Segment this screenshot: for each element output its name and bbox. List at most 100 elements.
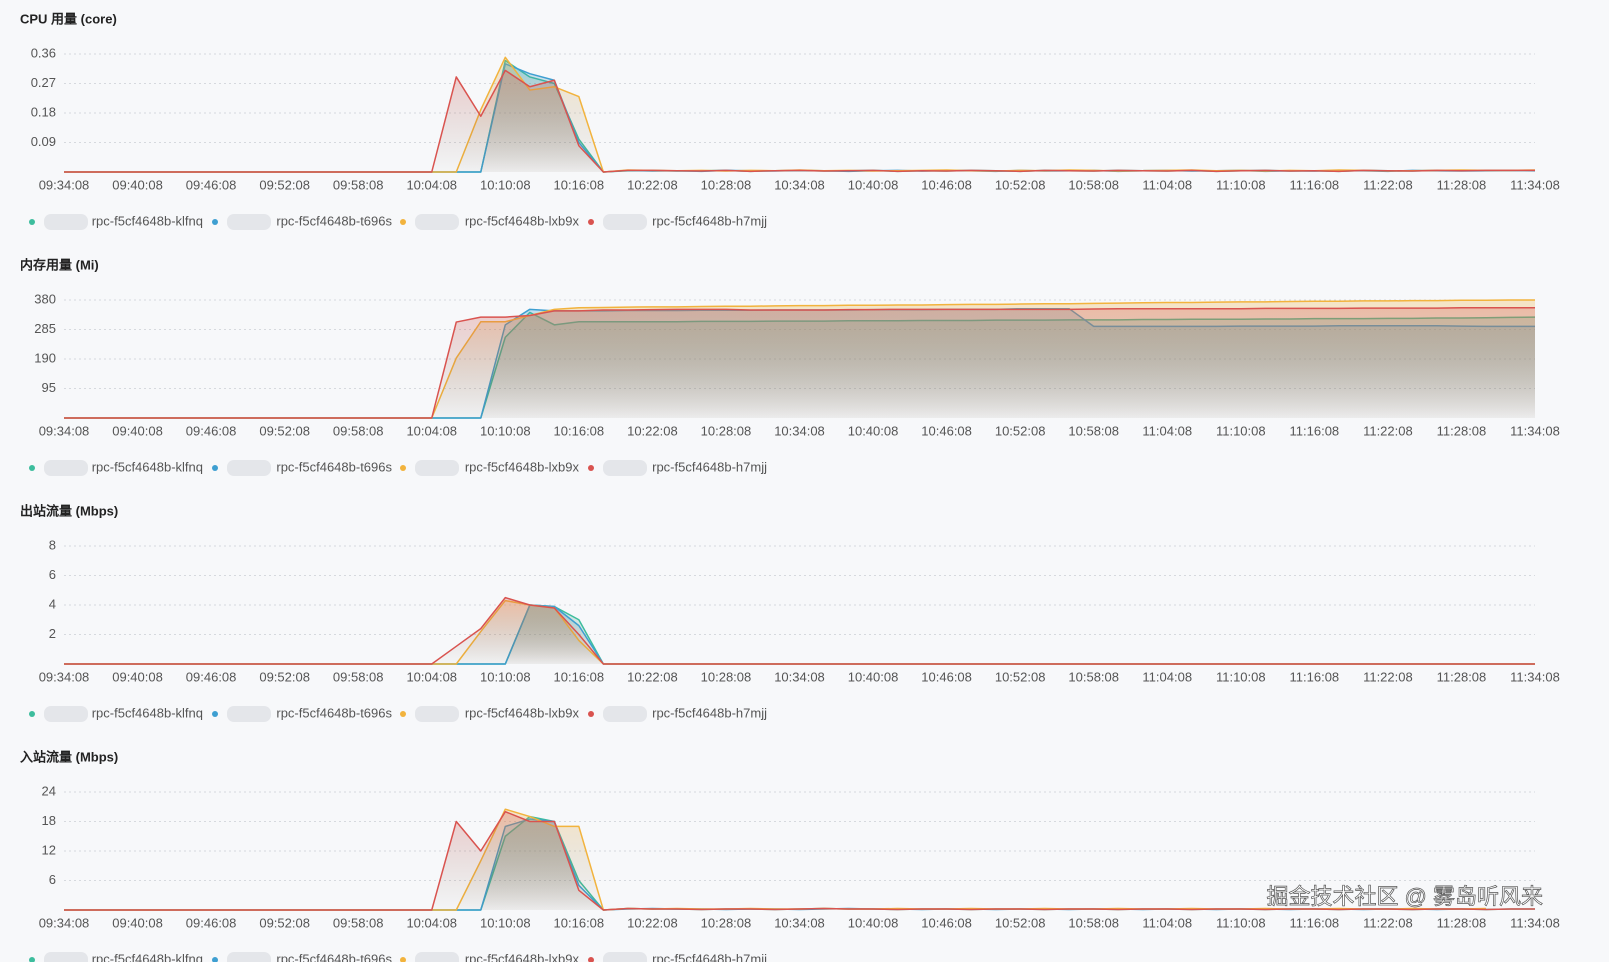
x-tick-label: 10:46:08 (921, 423, 972, 438)
legend-label: rpc-f5cf4648b-lxb9x (465, 459, 580, 474)
x-tick-label: 09:34:08 (39, 423, 90, 438)
watermark: 掘金技术社区 @ 雾岛听风来 (1266, 884, 1543, 909)
x-tick-label: 10:28:08 (701, 915, 752, 930)
x-tick-label: 10:28:08 (701, 423, 752, 438)
y-tick-label: 0.09 (31, 134, 56, 149)
x-tick-label: 09:52:08 (259, 423, 310, 438)
legend-label: rpc-f5cf4648b-t696s (276, 213, 392, 228)
x-tick-label: 11:10:08 (1216, 915, 1266, 930)
legend-redaction (603, 460, 647, 476)
x-tick-label: 11:04:08 (1142, 177, 1192, 192)
legend-dot (29, 465, 35, 471)
y-tick-label: 4 (49, 596, 56, 611)
legend-label: rpc-f5cf4648b-t696s (276, 459, 392, 474)
x-tick-label: 10:16:08 (554, 177, 605, 192)
x-tick-label: 11:28:08 (1437, 915, 1487, 930)
legend-redaction (603, 706, 647, 722)
x-tick-label: 11:28:08 (1437, 177, 1487, 192)
legend-dot (588, 957, 594, 962)
series-area (64, 600, 1535, 664)
x-tick-label: 11:22:08 (1363, 669, 1413, 684)
x-tick-label: 10:58:08 (1068, 915, 1119, 930)
y-tick-label: 0.27 (31, 75, 56, 90)
chart-title: 内存用量 (Mi) (20, 257, 99, 272)
legend-redaction (44, 214, 88, 230)
x-tick-label: 09:52:08 (259, 669, 310, 684)
y-tick-label: 8 (49, 537, 56, 552)
x-tick-label: 11:22:08 (1363, 423, 1413, 438)
x-tick-label: 10:16:08 (554, 915, 605, 930)
x-tick-label: 10:52:08 (995, 915, 1046, 930)
x-tick-label: 10:34:08 (774, 915, 825, 930)
legend-redaction (227, 952, 271, 962)
legend-dot (588, 465, 594, 471)
x-tick-label: 10:52:08 (995, 423, 1046, 438)
x-tick-label: 11:10:08 (1216, 669, 1266, 684)
x-tick-label: 11:34:08 (1510, 669, 1560, 684)
x-tick-label: 10:22:08 (627, 669, 678, 684)
x-tick-label: 10:40:08 (848, 423, 899, 438)
legend-dot (588, 711, 594, 717)
x-tick-label: 09:40:08 (112, 669, 163, 684)
legend-label: rpc-f5cf4648b-h7mjj (652, 459, 767, 474)
x-tick-label: 11:16:08 (1290, 423, 1340, 438)
x-tick-label: 11:16:08 (1290, 669, 1340, 684)
legend-label: rpc-f5cf4648b-klfnq (92, 213, 203, 228)
x-tick-label: 10:58:08 (1068, 423, 1119, 438)
x-tick-label: 10:16:08 (554, 669, 605, 684)
x-tick-label: 10:34:08 (774, 669, 825, 684)
x-tick-label: 09:58:08 (333, 669, 384, 684)
legend-dot (212, 465, 218, 471)
x-tick-label: 10:34:08 (774, 177, 825, 192)
x-tick-label: 11:04:08 (1142, 915, 1192, 930)
legend-label: rpc-f5cf4648b-h7mjj (652, 705, 767, 720)
legend-dot (212, 957, 218, 962)
x-tick-label: 09:40:08 (112, 915, 163, 930)
x-tick-label: 09:58:08 (333, 423, 384, 438)
series-line (64, 599, 1535, 665)
x-tick-label: 11:22:08 (1363, 915, 1413, 930)
x-tick-label: 10:52:08 (995, 669, 1046, 684)
y-tick-label: 24 (42, 783, 56, 798)
y-tick-label: 95 (42, 380, 56, 395)
y-tick-label: 190 (34, 350, 56, 365)
legend-redaction (415, 460, 459, 476)
x-tick-label: 11:28:08 (1437, 669, 1487, 684)
x-tick-label: 10:04:08 (406, 423, 457, 438)
x-tick-label: 10:10:08 (480, 915, 531, 930)
legend-redaction (227, 706, 271, 722)
x-tick-label: 11:16:08 (1290, 177, 1340, 192)
legend-redaction (44, 952, 88, 962)
x-tick-label: 10:04:08 (406, 915, 457, 930)
x-tick-label: 11:10:08 (1216, 177, 1266, 192)
series-line (64, 56, 1536, 173)
x-tick-label: 10:10:08 (480, 177, 531, 192)
x-tick-label: 09:58:08 (333, 177, 384, 192)
legend-redaction (227, 460, 271, 476)
legend-dot (29, 957, 35, 962)
x-tick-label: 11:10:08 (1216, 423, 1266, 438)
x-tick-label: 09:52:08 (259, 177, 310, 192)
series-line (64, 810, 1535, 911)
x-tick-label: 11:22:08 (1363, 177, 1413, 192)
legend-redaction (603, 952, 647, 962)
x-tick-label: 10:22:08 (627, 177, 678, 192)
legend-label: rpc-f5cf4648b-lxb9x (465, 951, 580, 962)
x-tick-label: 09:46:08 (186, 177, 237, 192)
legend-label: rpc-f5cf4648b-h7mjj (652, 213, 767, 228)
legend-redaction (44, 460, 88, 476)
y-tick-label: 0.18 (31, 104, 56, 119)
x-tick-label: 11:16:08 (1290, 915, 1340, 930)
chart-title: 入站流量 (Mbps) (20, 749, 118, 764)
legend-redaction (415, 952, 459, 962)
legend-dot (212, 219, 218, 225)
x-tick-label: 10:04:08 (406, 177, 457, 192)
y-tick-label: 6 (49, 872, 56, 887)
x-tick-label: 11:04:08 (1142, 423, 1192, 438)
legend-redaction (415, 214, 459, 230)
series-area (64, 60, 1535, 173)
y-tick-label: 380 (34, 291, 56, 306)
legend-redaction (603, 214, 647, 230)
x-tick-label: 10:46:08 (921, 669, 972, 684)
